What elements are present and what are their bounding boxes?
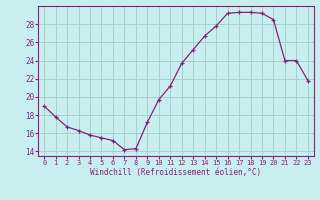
X-axis label: Windchill (Refroidissement éolien,°C): Windchill (Refroidissement éolien,°C) (91, 168, 261, 177)
